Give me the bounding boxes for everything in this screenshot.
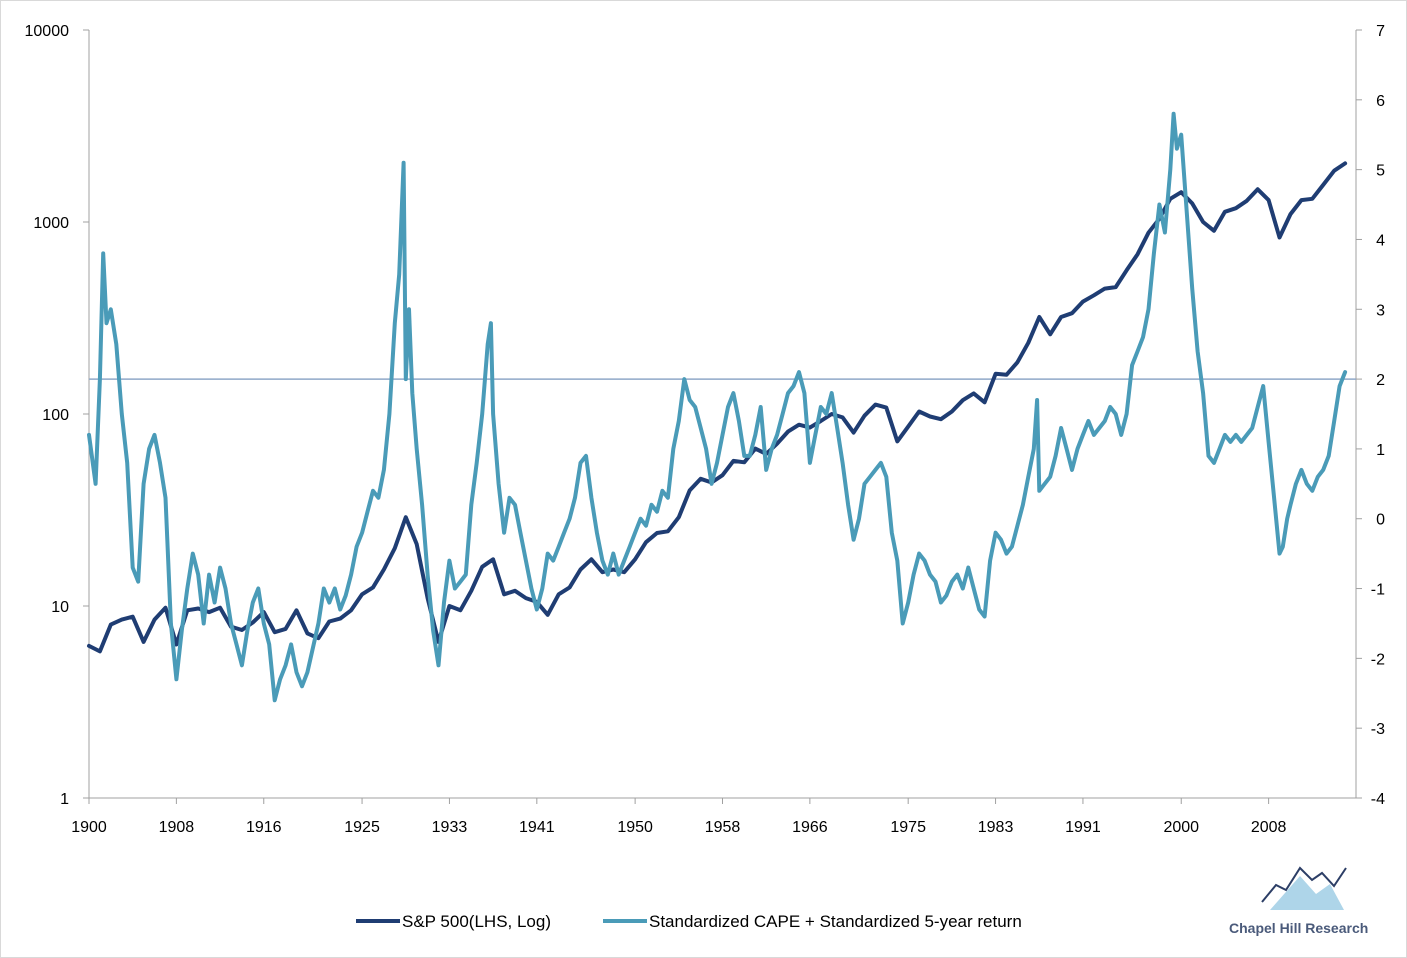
x-tick-label: 2008 xyxy=(1251,819,1287,836)
right-tick-label: 0 xyxy=(1376,512,1385,529)
x-tick-label: 1991 xyxy=(1065,819,1101,836)
left-tick-label: 100 xyxy=(42,407,69,424)
x-tick-label: 1908 xyxy=(159,819,195,836)
logo-line-icon xyxy=(1261,866,1347,903)
legend: S&P 500(LHS, Log) Standardized CAPE + St… xyxy=(356,912,1022,931)
x-tick-label: 1941 xyxy=(519,819,555,836)
right-tick-label: 3 xyxy=(1376,302,1385,319)
x-tick-label: 1958 xyxy=(705,819,741,836)
right-tick-label: 1 xyxy=(1376,442,1385,459)
x-tick-label: 1900 xyxy=(71,819,107,836)
right-tick-label: 2 xyxy=(1376,372,1385,389)
logo-mountain-icon xyxy=(1270,876,1344,910)
right-tick-label: -2 xyxy=(1371,651,1385,668)
plot-area xyxy=(87,111,1356,703)
x-tick-label: 1925 xyxy=(344,819,380,836)
legend-label-cape: Standardized CAPE + Standardized 5-year … xyxy=(649,912,1022,931)
left-tick-label: 1 xyxy=(60,791,69,808)
legend-label-sp500: S&P 500(LHS, Log) xyxy=(402,912,551,931)
tick-labels: 1 10 100 1000 10000 -4 -3 -2 -1 0 1 2 3 4 5 6 7 1900 1908 1… xyxy=(25,23,1386,836)
x-tick-label: 2000 xyxy=(1163,819,1199,836)
right-tick-label: 7 xyxy=(1376,23,1385,40)
brand-text: Chapel Hill Research xyxy=(1229,920,1368,936)
left-tick-label: 10 xyxy=(51,599,69,616)
left-tick-label: 10000 xyxy=(25,23,70,40)
x-tick-label: 1966 xyxy=(792,819,828,836)
series-line-cape xyxy=(87,111,1348,703)
right-tick-label: 5 xyxy=(1376,163,1385,180)
left-tick-label: 1000 xyxy=(33,215,69,232)
right-tick-label: 4 xyxy=(1376,232,1385,249)
x-tick-label: 1950 xyxy=(617,819,653,836)
x-tick-label: 1933 xyxy=(432,819,468,836)
x-tick-label: 1916 xyxy=(246,819,282,836)
right-tick-label: -4 xyxy=(1371,791,1385,808)
series-line-sp500 xyxy=(87,161,1348,654)
right-tick-label: -1 xyxy=(1371,582,1385,599)
right-tick-label: 6 xyxy=(1376,93,1385,110)
brand-logo: Chapel Hill Research xyxy=(1229,866,1368,936)
right-tick-label: -3 xyxy=(1371,721,1385,738)
x-tick-label: 1983 xyxy=(978,819,1014,836)
x-tick-label: 1975 xyxy=(890,819,926,836)
axes xyxy=(83,29,1362,804)
